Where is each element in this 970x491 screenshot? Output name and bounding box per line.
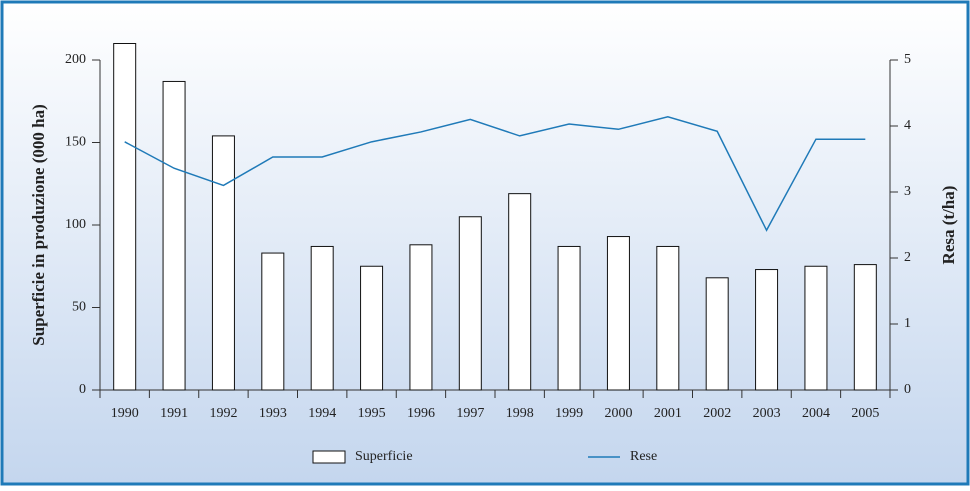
bar — [656, 245, 680, 391]
y-axis-label: Superficie in produzione (000 ha) — [29, 104, 48, 345]
x-tick-label: 1993 — [259, 406, 287, 421]
y-tick-label: 50 — [72, 300, 86, 315]
x-tick-label: 2002 — [703, 406, 731, 421]
bar — [853, 264, 877, 391]
legend-swatch — [312, 450, 346, 464]
x-tick-label: 2004 — [802, 406, 830, 421]
bar — [804, 265, 828, 391]
y-tick-label: 0 — [79, 382, 86, 397]
x-tick-label: 1992 — [209, 406, 237, 421]
bar — [458, 216, 482, 391]
y-tick-label: 100 — [65, 217, 86, 232]
x-tick-label: 2000 — [604, 406, 632, 421]
bar — [409, 244, 433, 391]
x-tick-label: 1990 — [111, 406, 139, 421]
x-tick-label: 1995 — [358, 406, 386, 421]
x-tick-label: 1999 — [555, 406, 583, 421]
y-tick-label: 150 — [65, 135, 86, 150]
x-tick-label: 1994 — [308, 406, 336, 421]
bar — [705, 277, 729, 391]
bar — [557, 245, 581, 391]
x-tick-label: 1998 — [506, 406, 534, 421]
bar — [162, 80, 186, 391]
legend-label: Superficie — [355, 449, 413, 464]
bar — [113, 43, 137, 391]
x-tick-label: 2001 — [654, 406, 682, 421]
y2-tick-label: 1 — [904, 316, 911, 331]
y2-tick-label: 5 — [904, 52, 911, 67]
y2-tick-label: 4 — [904, 118, 911, 133]
x-tick-label: 1996 — [407, 406, 435, 421]
x-tick-label: 1991 — [160, 406, 188, 421]
bar — [755, 269, 779, 391]
y2-tick-label: 2 — [904, 250, 911, 265]
bar — [508, 193, 532, 391]
x-tick-label: 2003 — [753, 406, 781, 421]
x-tick-label: 2005 — [851, 406, 879, 421]
y2-tick-label: 0 — [904, 382, 911, 397]
line — [124, 115, 866, 232]
y-tick-label: 200 — [65, 52, 86, 67]
legend-label: Rese — [630, 449, 657, 464]
y2-tick-label: 3 — [904, 184, 911, 199]
bar — [261, 252, 285, 391]
bar — [310, 245, 334, 391]
bar — [360, 265, 384, 391]
y2-axis-label: Resa (t/ha) — [939, 186, 958, 265]
bar — [211, 135, 235, 391]
x-tick-label: 1997 — [456, 406, 484, 421]
bar — [606, 236, 630, 391]
